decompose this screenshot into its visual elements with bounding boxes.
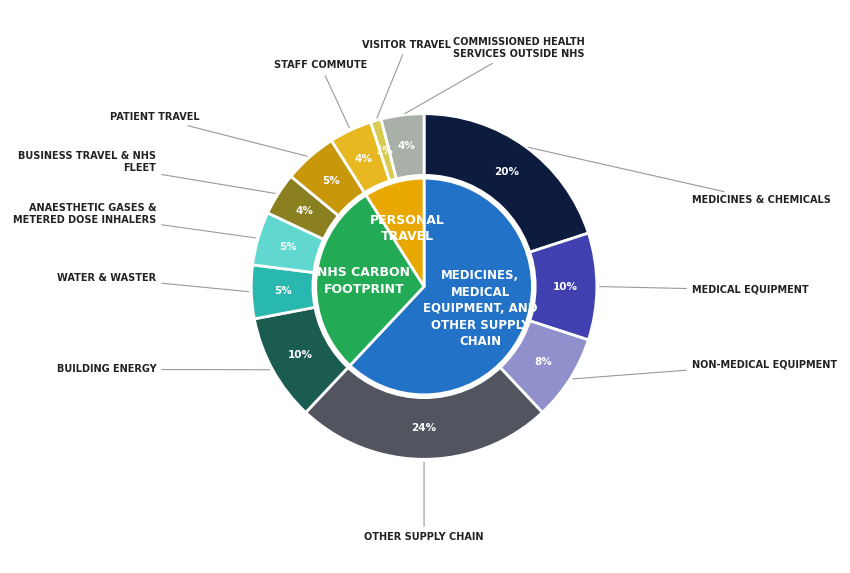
- Text: 5%: 5%: [322, 175, 339, 186]
- Wedge shape: [254, 307, 349, 413]
- Wedge shape: [499, 320, 588, 413]
- Text: 4%: 4%: [398, 142, 416, 151]
- Wedge shape: [268, 176, 339, 240]
- Text: BUILDING ENERGY: BUILDING ENERGY: [57, 364, 269, 374]
- Text: 5%: 5%: [280, 242, 298, 252]
- Text: WATER & WASTER: WATER & WASTER: [57, 273, 248, 292]
- Text: 24%: 24%: [411, 423, 437, 433]
- Text: NHS CARBON
FOOTPRINT: NHS CARBON FOOTPRINT: [318, 266, 411, 296]
- Text: STAFF COMMUTE: STAFF COMMUTE: [274, 60, 367, 128]
- Text: ANAESTHETIC GASES &
METERED DOSE INHALERS: ANAESTHETIC GASES & METERED DOSE INHALER…: [13, 203, 255, 238]
- Text: MEDICAL EQUIPMENT: MEDICAL EQUIPMENT: [599, 285, 808, 295]
- Wedge shape: [252, 213, 325, 273]
- Text: COMMISSIONED HEALTH
SERVICES OUTSIDE NHS: COMMISSIONED HEALTH SERVICES OUTSIDE NHS: [405, 37, 585, 113]
- Wedge shape: [366, 177, 424, 286]
- Text: 4%: 4%: [355, 154, 373, 164]
- Text: NON-MEDICAL EQUIPMENT: NON-MEDICAL EQUIPMENT: [573, 359, 837, 379]
- Wedge shape: [424, 113, 588, 253]
- Text: PATIENT TRAVEL: PATIENT TRAVEL: [110, 112, 307, 156]
- Text: PERSONAL
TRAVEL: PERSONAL TRAVEL: [370, 214, 445, 244]
- Text: OTHER SUPPLY CHAIN: OTHER SUPPLY CHAIN: [365, 462, 484, 542]
- Text: VISITOR TRAVEL: VISITOR TRAVEL: [362, 40, 451, 118]
- Text: MEDICINES & CHEMICALS: MEDICINES & CHEMICALS: [529, 147, 830, 205]
- Text: BUSINESS TRAVEL & NHS
FLEET: BUSINESS TRAVEL & NHS FLEET: [18, 151, 275, 194]
- Wedge shape: [371, 119, 397, 182]
- Wedge shape: [314, 194, 424, 367]
- Wedge shape: [306, 367, 542, 460]
- Text: 1%: 1%: [376, 146, 394, 156]
- Text: 8%: 8%: [535, 357, 552, 367]
- Text: 20%: 20%: [495, 167, 519, 177]
- Text: MEDICINES,
MEDICAL
EQUIPMENT, AND
OTHER SUPPLY
CHAIN: MEDICINES, MEDICAL EQUIPMENT, AND OTHER …: [423, 269, 537, 348]
- Wedge shape: [291, 140, 366, 217]
- Wedge shape: [332, 122, 390, 194]
- Text: 5%: 5%: [274, 286, 292, 296]
- Text: 10%: 10%: [552, 281, 578, 292]
- Wedge shape: [349, 177, 534, 396]
- Wedge shape: [381, 113, 424, 180]
- Text: 4%: 4%: [296, 206, 314, 216]
- Text: 10%: 10%: [288, 350, 313, 359]
- Wedge shape: [529, 233, 597, 340]
- Wedge shape: [252, 265, 316, 319]
